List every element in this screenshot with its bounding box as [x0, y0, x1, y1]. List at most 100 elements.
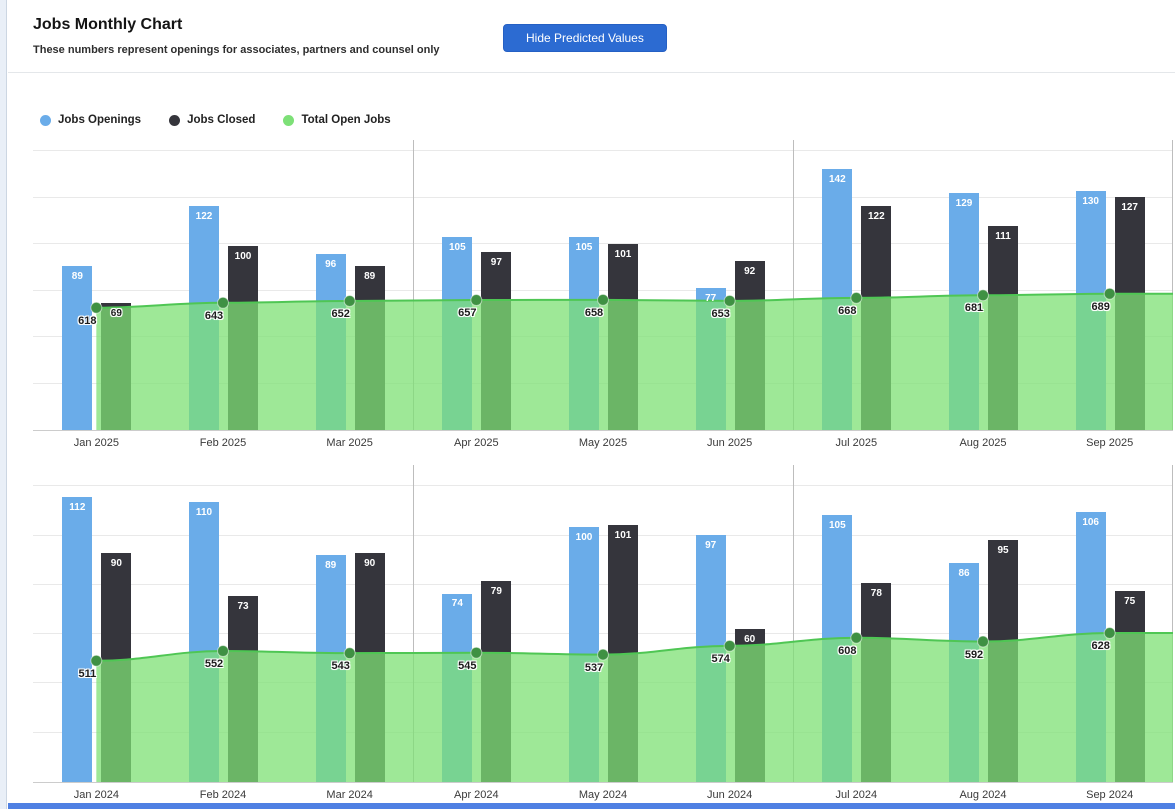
x-axis-label: Mar 2024: [326, 789, 373, 801]
legend-label: Jobs Closed: [187, 114, 256, 126]
area-point[interactable]: [597, 648, 609, 661]
area-point[interactable]: [723, 639, 736, 652]
x-axis-label: May 2025: [578, 437, 628, 449]
bar-jobs-closed[interactable]: [228, 246, 258, 430]
gridline: [33, 289, 1173, 291]
x-axis-label: Jan 2024: [73, 789, 119, 801]
bar-jobs-closed[interactable]: [1114, 196, 1145, 430]
quarter-separator-line: [793, 465, 794, 782]
hide-predicted-values-button[interactable]: Hide Predicted Values: [503, 24, 667, 52]
bar-jobs-closed[interactable]: [228, 596, 258, 782]
bar-jobs-closed[interactable]: [734, 629, 765, 782]
area-point[interactable]: [977, 635, 989, 648]
bar-jobs-closed[interactable]: [101, 552, 132, 782]
x-axis-label: Mar 2025: [326, 437, 373, 449]
x-axis-label: Jan 2025: [73, 437, 119, 449]
area-point[interactable]: [217, 645, 229, 658]
gridline: [33, 485, 1173, 487]
bar-jobs-openings[interactable]: [822, 514, 853, 782]
page-title: Jobs Monthly Chart: [33, 16, 183, 33]
x-axis-label: Jun 2025: [707, 437, 753, 449]
bar-jobs-closed[interactable]: [861, 583, 892, 782]
bar-jobs-closed[interactable]: [734, 260, 765, 430]
bar-jobs-closed[interactable]: [481, 580, 512, 782]
bar-jobs-openings[interactable]: [1075, 191, 1106, 430]
x-axis-label: Aug 2024: [959, 789, 1007, 801]
quarter-separator-line: [793, 140, 794, 430]
bar-jobs-openings[interactable]: [949, 192, 979, 430]
bar-jobs-closed[interactable]: [101, 303, 132, 430]
bar-jobs-openings[interactable]: [1075, 511, 1106, 782]
bar-jobs-closed[interactable]: [481, 251, 512, 430]
chart-2024: 112 110 89 74 100 97 105 86 106 90 73 90 79 101 60 78 95…: [33, 465, 1173, 801]
chart-2025: 89 122 96 105 105 77 142 129 130 69 100 89 97 101 92 12…: [33, 140, 1173, 449]
bar-jobs-openings[interactable]: [695, 288, 726, 430]
area-point[interactable]: [343, 295, 356, 308]
area-point[interactable]: [90, 301, 103, 314]
area-point[interactable]: [723, 294, 736, 307]
area-point[interactable]: [850, 291, 863, 304]
bottom-scroll-strip[interactable]: [8, 803, 1175, 809]
x-axis-label: Jul 2024: [835, 789, 878, 801]
bar-jobs-openings[interactable]: [189, 501, 219, 782]
x-axis-label: May 2024: [578, 789, 628, 801]
x-axis-label: Sep 2024: [1086, 789, 1134, 801]
bar-jobs-closed[interactable]: [861, 205, 892, 430]
bar-jobs-closed[interactable]: [988, 225, 1018, 430]
x-axis-label: Sep 2025: [1086, 437, 1134, 449]
chart-legend: Jobs Openings Jobs Closed Total Open Job…: [40, 114, 391, 126]
x-axis-label: Jul 2025: [835, 437, 878, 449]
area-point[interactable]: [977, 289, 989, 302]
gridline: [33, 534, 1173, 536]
area-point[interactable]: [597, 293, 609, 306]
x-axis-label: Feb 2025: [199, 437, 247, 449]
bar-jobs-openings[interactable]: [442, 593, 473, 782]
legend-label: Jobs Openings: [58, 114, 142, 126]
bar-jobs-openings[interactable]: [189, 205, 219, 430]
bar-jobs-openings[interactable]: [949, 562, 979, 782]
bar-jobs-closed[interactable]: [354, 552, 385, 782]
jobs-closed-dot-icon: [169, 114, 181, 126]
bar-jobs-openings[interactable]: [569, 527, 599, 782]
x-axis-label: Apr 2024: [454, 789, 499, 801]
bar-jobs-closed[interactable]: [608, 524, 638, 782]
bar-jobs-openings[interactable]: [62, 266, 93, 430]
bar-jobs-openings[interactable]: [315, 555, 346, 782]
bar-jobs-closed[interactable]: [608, 244, 638, 430]
bar-jobs-openings[interactable]: [62, 496, 93, 782]
quarter-separator-line: [413, 465, 414, 782]
page-subtitle: These numbers represent openings for ass…: [33, 44, 440, 56]
left-edge-rail: [0, 0, 7, 809]
gridline: [33, 583, 1173, 585]
x-axis-label: Feb 2024: [199, 789, 247, 801]
legend-item-jobs-openings[interactable]: Jobs Openings: [40, 114, 141, 126]
bar-jobs-openings[interactable]: [315, 253, 346, 430]
quarter-separator-line: [413, 140, 414, 430]
quarter-separator-line: [1172, 465, 1173, 782]
legend-label: Total Open Jobs: [301, 114, 391, 126]
area-point[interactable]: [90, 654, 103, 667]
bar-jobs-openings[interactable]: [822, 169, 853, 430]
area-point[interactable]: [470, 294, 483, 307]
legend-item-total-open-jobs[interactable]: Total Open Jobs: [283, 114, 391, 126]
legend-item-jobs-closed[interactable]: Jobs Closed: [169, 114, 255, 126]
total-open-jobs-dot-icon: [283, 114, 295, 126]
bar-jobs-closed[interactable]: [988, 540, 1018, 782]
bar-jobs-openings[interactable]: [442, 237, 473, 430]
jobs-openings-dot-icon: [40, 114, 51, 126]
page-header: Jobs Monthly Chart These numbers represe…: [8, 0, 1175, 73]
x-axis-label: Jun 2024: [707, 789, 753, 801]
area-point[interactable]: [470, 646, 483, 659]
area-point[interactable]: [217, 296, 229, 309]
x-axis-label: Aug 2025: [959, 437, 1007, 449]
x-axis-label: Apr 2025: [454, 437, 499, 449]
area-point[interactable]: [343, 647, 356, 660]
bar-jobs-openings[interactable]: [695, 534, 726, 782]
gridline: [33, 150, 1173, 151]
quarter-separator-line: [1172, 140, 1173, 430]
bar-jobs-closed[interactable]: [354, 266, 385, 430]
bar-jobs-openings[interactable]: [569, 237, 599, 430]
gridline: [33, 196, 1173, 198]
bar-jobs-closed[interactable]: [1114, 590, 1145, 782]
